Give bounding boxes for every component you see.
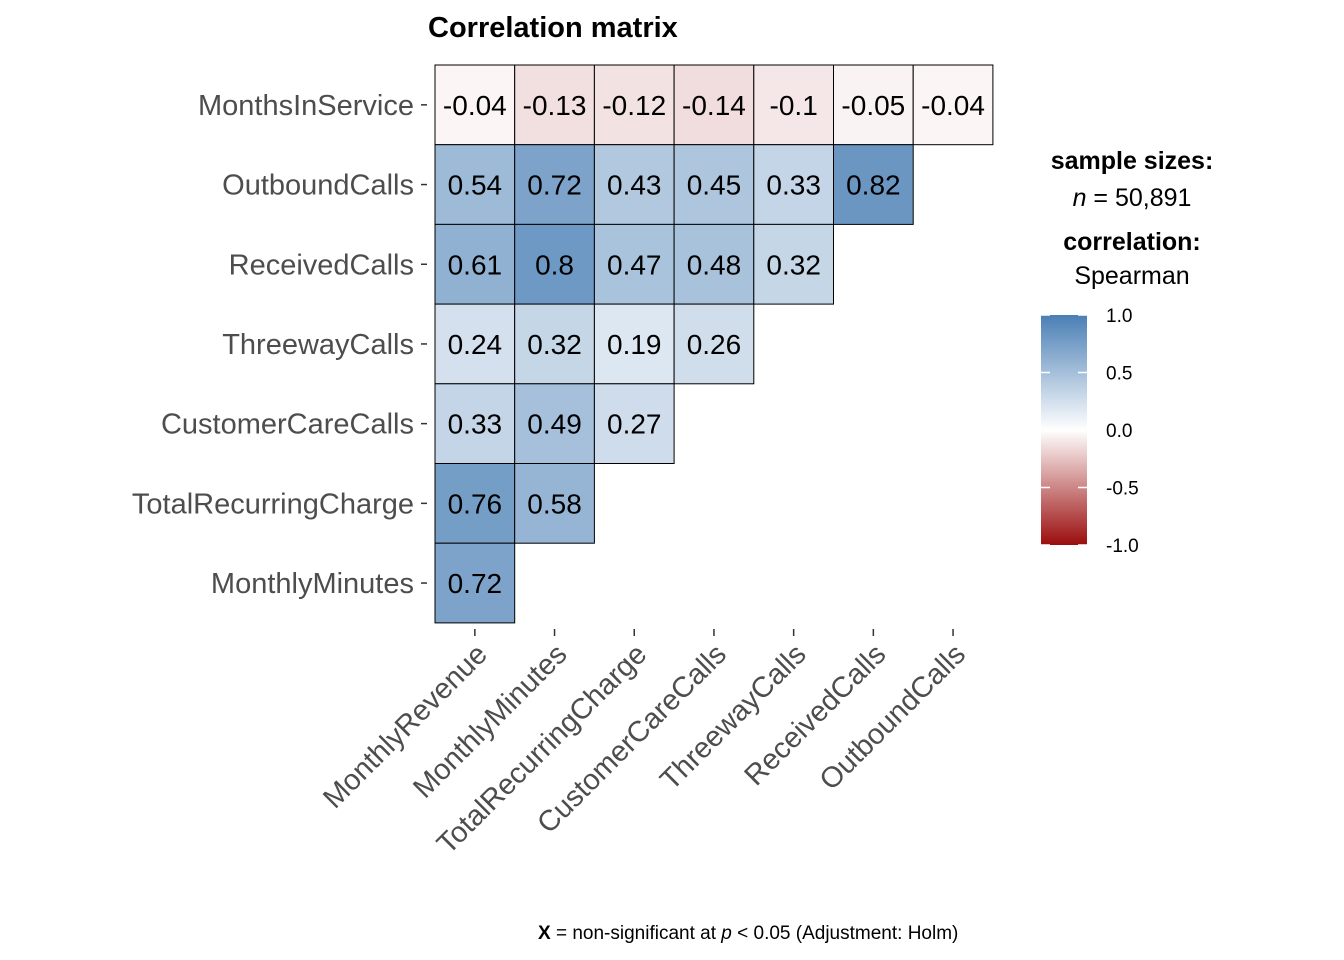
y-tick-label: MonthlyMinutes — [211, 568, 414, 600]
heatmap-cell — [673, 303, 755, 385]
cell-value-label: 0.33 — [448, 409, 503, 440]
heatmap-cell — [912, 64, 994, 146]
x-axis-labels: MonthlyRevenueMonthlyMinutesTotalRecurri… — [317, 629, 972, 860]
heatmap-cell — [593, 144, 675, 225]
heatmap-cell — [434, 144, 516, 225]
chart-title: Correlation matrix — [428, 12, 678, 44]
heatmap-cell — [833, 144, 914, 225]
cell-value-label: 0.82 — [846, 170, 901, 201]
y-tick-label: ThreewayCalls — [222, 329, 414, 361]
heatmap-cell — [514, 303, 595, 385]
colorbar-tick-label: -1.0 — [1106, 536, 1139, 557]
caption-text-a: = non-significant at — [556, 923, 717, 944]
cell-value-label: 0.33 — [766, 170, 821, 201]
cell-value-label: 0.45 — [687, 170, 742, 201]
legend: sample sizes: n = 50,891 correlation: Sp… — [1041, 147, 1213, 557]
cell-value-label: 0.49 — [527, 409, 582, 440]
heatmap-cell — [593, 64, 675, 146]
heatmap-cell — [434, 303, 516, 385]
heatmap-cell — [753, 223, 834, 305]
cell-value-label: 0.8 — [535, 249, 574, 280]
caption-text-b: < 0.05 (Adjustment: Holm) — [737, 923, 958, 944]
cell-value-label: -0.14 — [682, 90, 746, 121]
caption-p-symbol: p — [720, 923, 732, 944]
y-tick-label: OutboundCalls — [222, 170, 414, 202]
caption: X = non-significant at p < 0.05 (Adjustm… — [538, 923, 958, 944]
cell-value-label: -0.04 — [921, 90, 985, 121]
y-axis-labels: MonthsInService OutboundCalls ReceivedCall… — [132, 90, 427, 600]
cell-value-label: 0.19 — [607, 329, 662, 360]
heatmap-cell — [673, 223, 755, 305]
legend-n-value: = 50,891 — [1093, 184, 1191, 212]
heatmap-cell — [593, 223, 675, 305]
cell-value-label: 0.27 — [607, 409, 662, 440]
cell-value-label: 0.43 — [607, 170, 662, 201]
x-tick-label: OutboundCalls — [814, 638, 972, 796]
colorbar-tick-label: -0.5 — [1106, 479, 1139, 500]
legend-sample-heading: sample sizes: — [1051, 147, 1214, 175]
cell-value-label: 0.72 — [448, 568, 503, 599]
cell-value-label: -0.13 — [523, 90, 587, 121]
heatmap-cell — [673, 64, 755, 146]
heatmap-cells: -0.04 -0.13 -0.12 -0.14 -0.1 -0.05 -0.04 0.54 0.… — [434, 64, 994, 624]
caption-symbol: X — [538, 923, 551, 944]
heatmap-cell — [833, 64, 914, 146]
cell-value-label: -0.04 — [443, 90, 507, 121]
y-tick-label: ReceivedCalls — [229, 249, 414, 281]
heatmap-cell — [593, 303, 675, 385]
legend-corr-heading: correlation: — [1063, 228, 1201, 256]
cell-value-label: 0.61 — [448, 249, 503, 280]
cell-value-label: 0.48 — [687, 249, 742, 280]
cell-value-label: 0.72 — [527, 170, 582, 201]
colorbar-tick-label: 0.0 — [1106, 421, 1132, 442]
cell-value-label: 0.24 — [448, 329, 503, 360]
cell-value-label: 0.32 — [766, 249, 821, 280]
cell-value-label: 0.47 — [607, 249, 662, 280]
cell-value-label: 0.32 — [527, 329, 582, 360]
heatmap-cell — [514, 463, 595, 544]
cell-value-label: -0.12 — [602, 90, 666, 121]
heatmap-cell — [753, 144, 834, 225]
cell-value-label: 0.54 — [448, 170, 503, 201]
cell-value-label: -0.1 — [770, 90, 818, 121]
y-tick-label: TotalRecurringCharge — [132, 488, 414, 520]
heatmap-cell — [434, 223, 516, 305]
cell-value-label: 0.58 — [527, 488, 582, 519]
y-tick-label: MonthsInService — [198, 90, 414, 122]
heatmap-cell — [434, 542, 516, 624]
heatmap-cell — [514, 64, 595, 146]
colorbar-tick-label: 0.5 — [1106, 364, 1132, 385]
heatmap-cell — [753, 64, 834, 146]
x-tick-label: ReceivedCalls — [739, 638, 893, 792]
cell-value-label: 0.76 — [448, 488, 503, 519]
cell-value-label: -0.05 — [841, 90, 905, 121]
cell-value-label: 0.26 — [687, 329, 742, 360]
colorbar-ticks: 1.0 0.5 0.0 -0.5 -1.0 — [1041, 306, 1139, 557]
legend-n-symbol: n — [1073, 184, 1087, 212]
heatmap-cell — [434, 383, 516, 464]
x-tick-label: ThreewayCalls — [654, 638, 812, 796]
colorbar-tick-label: 1.0 — [1106, 306, 1132, 327]
heatmap-cell — [593, 383, 675, 464]
y-tick-label: CustomerCareCalls — [161, 409, 414, 441]
legend-sample-size: n = 50,891 — [1073, 184, 1192, 212]
heatmap-cell — [434, 64, 516, 146]
legend-corr-method: Spearman — [1074, 262, 1189, 290]
